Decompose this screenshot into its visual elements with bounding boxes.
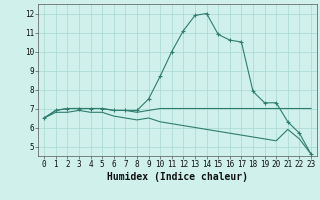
X-axis label: Humidex (Indice chaleur): Humidex (Indice chaleur) [107, 172, 248, 182]
